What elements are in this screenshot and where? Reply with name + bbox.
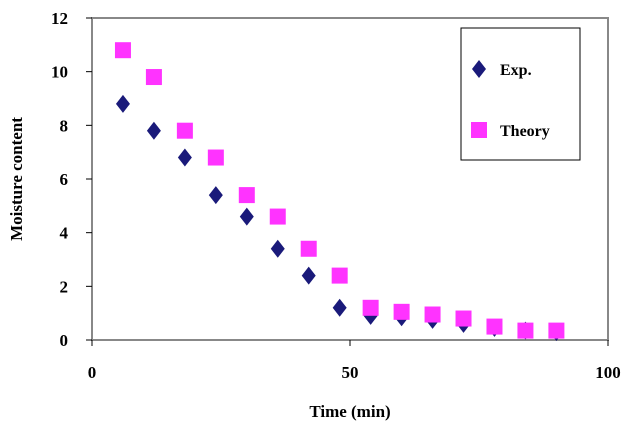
y-tick-label: 2 [60, 277, 69, 296]
theory-data-point [486, 318, 503, 335]
theory-data-point [517, 322, 534, 339]
legend: Exp. Theory [460, 27, 581, 161]
exp-data-point [239, 207, 254, 226]
legend-items: Exp. Theory [471, 60, 550, 140]
theory-data-point [424, 306, 441, 323]
theory-data-point [207, 149, 224, 166]
x-tick-label: 50 [342, 363, 359, 382]
theory-data-point [300, 240, 317, 257]
theory-data-point [269, 208, 286, 225]
exp-data-point [208, 186, 223, 205]
y-tick-label: 0 [60, 331, 69, 350]
exp-data-point [115, 94, 130, 113]
theory-data-point [548, 322, 565, 339]
exp-data-point [177, 148, 192, 167]
y-tick-label: 6 [60, 170, 69, 189]
y-axis-title: Moisture content [7, 117, 26, 241]
x-axis-title: Time (min) [309, 402, 390, 421]
theory-data-point [176, 122, 193, 139]
theory-data-point [331, 267, 348, 284]
theory-data-point [362, 299, 379, 316]
legend-label: Theory [500, 123, 550, 140]
x-tick-label: 0 [88, 363, 97, 382]
theory-data-point [145, 69, 162, 86]
y-tick-label: 10 [51, 63, 68, 82]
y-tick-label: 4 [60, 224, 69, 243]
exp-data-point [301, 266, 316, 285]
legend-box [460, 27, 581, 161]
data-points [114, 42, 565, 341]
theory-data-point [455, 310, 472, 327]
theory-data-point [238, 187, 255, 204]
legend-marker [471, 122, 487, 138]
legend-marker [472, 60, 486, 78]
x-tick-label: 100 [595, 363, 621, 382]
exp-data-point [146, 121, 161, 140]
exp-data-point [270, 239, 285, 258]
theory-data-point [393, 303, 410, 320]
y-tick-label: 8 [60, 116, 69, 135]
legend-label: Exp. [500, 62, 532, 79]
theory-data-point [114, 42, 131, 59]
exp-data-point [332, 298, 347, 317]
axis-ticks: 0 2 4 6 8 10 12 0 50 100 [51, 9, 621, 382]
y-tick-label: 12 [51, 9, 68, 28]
